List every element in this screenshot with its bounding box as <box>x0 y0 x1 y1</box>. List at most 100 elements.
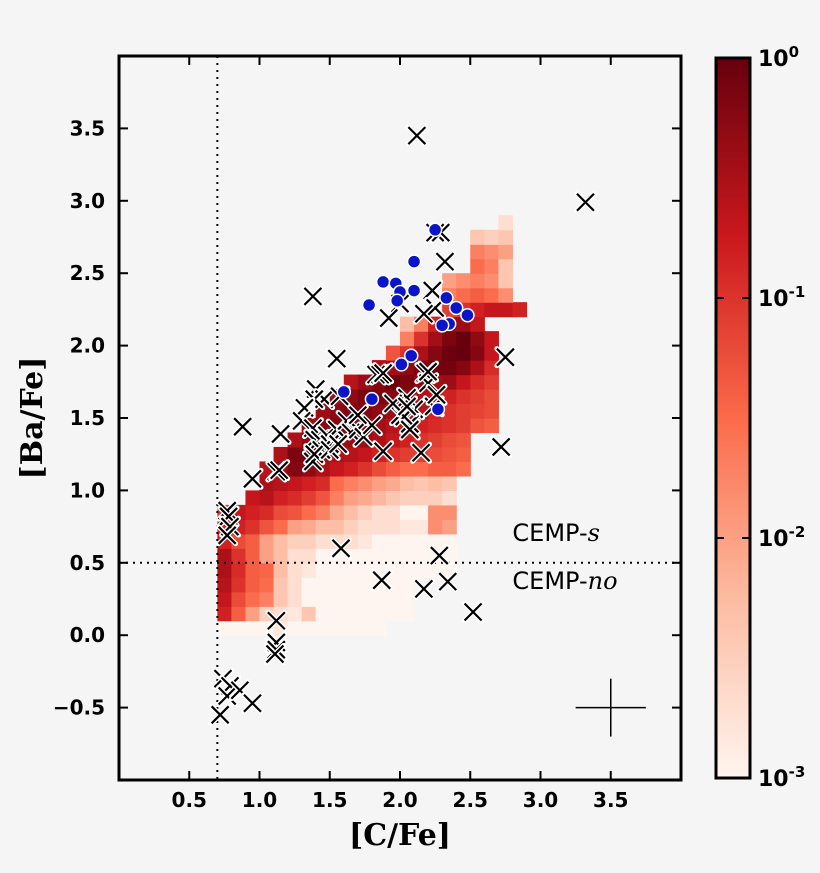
dot-point <box>439 290 454 306</box>
heatmap-cell <box>245 533 261 549</box>
heatmap-cell <box>287 504 303 520</box>
colorbar-tick-label: 10-2 <box>758 523 805 552</box>
cross-point <box>436 570 459 593</box>
heatmap-cell <box>287 533 303 549</box>
heatmap-cell <box>442 345 457 361</box>
x-axis-label: [C/Fe] <box>349 818 451 853</box>
heatmap-cell <box>371 475 387 491</box>
heatmap-cell <box>259 591 275 607</box>
cross-point <box>209 703 232 726</box>
heatmap-cell <box>357 533 373 549</box>
heatmap-cell <box>400 533 415 549</box>
cross-point <box>405 124 428 147</box>
heatmap-cell <box>385 606 401 622</box>
heatmap-cell <box>470 389 485 405</box>
heatmap-cell <box>512 302 528 318</box>
cross-point <box>410 441 433 464</box>
heatmap-cell <box>329 519 345 535</box>
heatmap-cell <box>470 331 485 347</box>
heatmap-cell <box>301 475 317 491</box>
heatmap-cell <box>245 606 261 622</box>
heatmap-cell <box>231 620 247 636</box>
heatmap-cell <box>357 577 373 593</box>
cross-point <box>372 362 395 385</box>
dot-point <box>427 222 443 238</box>
heatmap-cell <box>470 316 485 332</box>
heatmap-cell <box>498 273 513 289</box>
heatmap-cell <box>231 562 247 578</box>
heatmap-cell <box>357 548 373 564</box>
heatmap-cell <box>456 287 471 303</box>
x-tick-label: 0.5 <box>172 788 207 812</box>
heatmap-cell <box>301 577 317 593</box>
heatmap-cell <box>287 490 303 506</box>
heatmap-cell <box>329 490 345 506</box>
heatmap-cell <box>442 475 457 491</box>
dot-point <box>434 318 450 333</box>
heatmap-cell <box>400 374 415 390</box>
heatmap-cell <box>400 461 415 477</box>
cross-point <box>425 383 448 406</box>
annotations: CEMP-s CEMP-no <box>512 519 617 595</box>
heatmap-cell <box>414 331 429 347</box>
cross-point <box>263 643 286 666</box>
heatmap-cell <box>400 446 415 463</box>
heatmap-cell <box>498 229 513 245</box>
heatmap-cell <box>456 374 471 390</box>
heatmap-cell <box>484 244 499 260</box>
dot-point <box>406 283 422 298</box>
heatmap-cell <box>287 432 303 448</box>
y-tick-label: 0.5 <box>70 551 105 575</box>
heatmap-cell <box>343 562 359 578</box>
heatmap-cell <box>217 620 232 636</box>
heatmap-cell <box>442 461 457 477</box>
x-tick-label: 1.0 <box>242 788 277 812</box>
heatmap-cell <box>273 533 289 549</box>
heatmap-cell <box>456 345 471 361</box>
heatmap-cell <box>428 418 443 434</box>
cross-point <box>417 360 440 383</box>
heatmap-cell <box>245 591 261 607</box>
heatmap-cell <box>484 258 499 274</box>
cross-point <box>377 307 400 330</box>
heatmap-cell <box>498 287 513 303</box>
heatmap-cell <box>287 548 303 564</box>
heatmap-cell <box>315 533 331 549</box>
heatmap-cell <box>385 345 401 361</box>
cross-point <box>462 601 485 624</box>
heatmap-cell <box>217 577 232 593</box>
annotation-label: CEMP-no <box>512 567 617 595</box>
heatmap-cell <box>470 345 485 361</box>
heatmap-cell <box>329 606 345 622</box>
heatmap-cell <box>287 461 303 477</box>
colorbar-tick-label: 100 <box>758 43 799 72</box>
x-tick-label: 3.5 <box>593 788 628 812</box>
heatmap-cell <box>329 591 345 607</box>
colorbar-ticks: 100 10-1 10-2 10-3 <box>716 43 805 792</box>
heatmap-cell <box>259 533 275 549</box>
heatmap-cell <box>456 461 471 477</box>
cross-point <box>268 459 291 482</box>
heatmap-cell <box>371 533 387 549</box>
heatmap-cell <box>371 606 387 622</box>
y-tick-label: −0.5 <box>53 696 105 720</box>
heatmap-cell <box>371 403 387 419</box>
heatmap-cell <box>428 446 443 463</box>
heatmap-cell <box>442 504 457 520</box>
heatmap-cell <box>470 244 485 260</box>
heatmap-cell <box>273 519 289 535</box>
heatmap-cell <box>442 446 457 463</box>
heatmap-cell <box>315 490 331 506</box>
heatmap-cell <box>259 577 275 593</box>
heatmap-cell <box>343 519 359 535</box>
heatmap-cell <box>456 273 471 289</box>
heatmap-cell <box>414 490 429 506</box>
x-tick-label: 3.0 <box>523 788 558 812</box>
heatmap-cell <box>470 273 485 289</box>
heatmap-cell <box>428 504 443 520</box>
heatmap-cell <box>470 229 485 245</box>
cross-point <box>398 418 421 441</box>
heatmap-cell <box>329 504 345 520</box>
heatmap-cell <box>343 591 359 607</box>
